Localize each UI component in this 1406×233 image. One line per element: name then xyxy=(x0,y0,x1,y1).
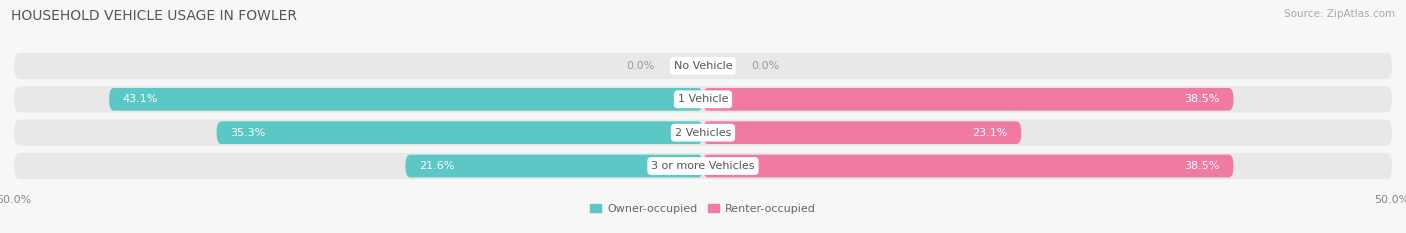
FancyBboxPatch shape xyxy=(217,121,703,144)
Legend: Owner-occupied, Renter-occupied: Owner-occupied, Renter-occupied xyxy=(586,199,820,218)
FancyBboxPatch shape xyxy=(110,88,703,111)
Text: HOUSEHOLD VEHICLE USAGE IN FOWLER: HOUSEHOLD VEHICLE USAGE IN FOWLER xyxy=(11,9,297,23)
Text: 43.1%: 43.1% xyxy=(122,94,159,104)
Text: 38.5%: 38.5% xyxy=(1184,161,1219,171)
FancyBboxPatch shape xyxy=(14,120,1392,146)
Text: 23.1%: 23.1% xyxy=(972,128,1008,138)
FancyBboxPatch shape xyxy=(14,153,1392,179)
Text: 1 Vehicle: 1 Vehicle xyxy=(678,94,728,104)
Text: 2 Vehicles: 2 Vehicles xyxy=(675,128,731,138)
FancyBboxPatch shape xyxy=(703,121,1021,144)
Text: 21.6%: 21.6% xyxy=(419,161,454,171)
Text: 38.5%: 38.5% xyxy=(1184,94,1219,104)
Text: 3 or more Vehicles: 3 or more Vehicles xyxy=(651,161,755,171)
Text: 35.3%: 35.3% xyxy=(231,128,266,138)
Text: Source: ZipAtlas.com: Source: ZipAtlas.com xyxy=(1284,9,1395,19)
FancyBboxPatch shape xyxy=(14,86,1392,112)
FancyBboxPatch shape xyxy=(703,155,1233,177)
FancyBboxPatch shape xyxy=(14,53,1392,79)
FancyBboxPatch shape xyxy=(405,155,703,177)
Text: 0.0%: 0.0% xyxy=(751,61,779,71)
Text: No Vehicle: No Vehicle xyxy=(673,61,733,71)
FancyBboxPatch shape xyxy=(703,88,1233,111)
Text: 0.0%: 0.0% xyxy=(627,61,655,71)
